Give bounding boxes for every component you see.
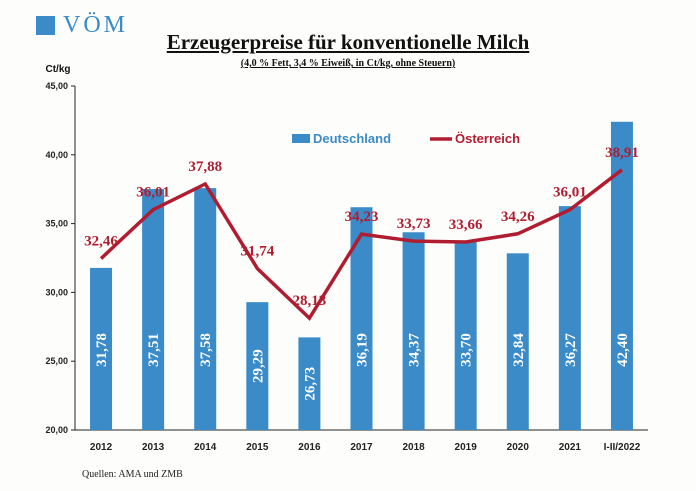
x-tick-label: 2013	[142, 442, 165, 453]
bar-value-label: 32,84	[511, 333, 527, 367]
line-value-label: 36,01	[553, 185, 587, 201]
line-value-label: 37,88	[188, 159, 222, 175]
chart-title: Erzeugerpreise für konventionelle Milch	[166, 30, 530, 54]
bar-deutschland	[558, 206, 581, 430]
x-tick-label: 2018	[402, 442, 425, 453]
bar-value-label: 29,29	[250, 349, 266, 383]
x-tick-label: 2020	[507, 442, 530, 453]
y-tick-label: 40,00	[45, 150, 68, 160]
bar-value-label: 37,51	[146, 333, 162, 367]
bar-deutschland	[194, 188, 217, 430]
bar-deutschland	[610, 121, 633, 430]
bar-deutschland	[142, 189, 165, 430]
x-tick-label: 2012	[90, 442, 113, 453]
y-tick-label: 25,00	[45, 356, 68, 366]
line-value-label: 34,23	[345, 209, 379, 225]
legend-swatch-deutschland	[292, 134, 310, 143]
bar-value-label: 31,78	[94, 333, 110, 367]
legend-label-oesterreich: Österreich	[455, 131, 520, 146]
line-value-label: 38,91	[605, 145, 639, 161]
line-value-label: 31,74	[240, 243, 274, 259]
legend-label-deutschland: Deutschland	[313, 131, 391, 146]
bar-deutschland	[350, 207, 373, 430]
chart-subtitle: (4,0 % Fett, 3,4 % Eiweiß, in Ct/kg, ohn…	[240, 58, 456, 69]
bar-value-label: 36,19	[355, 333, 371, 367]
bar-value-label: 33,70	[459, 333, 475, 367]
y-tick-label: 45,00	[45, 81, 68, 91]
bar-value-label: 42,40	[615, 333, 631, 367]
line-oesterreich	[99, 168, 624, 321]
y-tick-label: 30,00	[45, 287, 68, 297]
logo-square-icon	[36, 16, 55, 35]
y-tick-label: 35,00	[45, 219, 68, 229]
bar-deutschland	[246, 302, 269, 430]
y-axis-label: Ct/kg	[46, 64, 71, 75]
x-tick-label: 2021	[559, 442, 582, 453]
bar-value-label: 37,58	[198, 333, 214, 367]
line-value-label: 33,73	[397, 216, 431, 232]
line-value-label: 32,46	[84, 234, 118, 250]
x-tick-label: 2019	[455, 442, 478, 453]
line-value-label: 34,26	[501, 209, 535, 225]
bar-value-label: 26,73	[302, 367, 318, 401]
x-tick-label: 2016	[298, 442, 321, 453]
x-tick-label: 2017	[350, 442, 373, 453]
logo-text: VÖM	[63, 12, 129, 38]
bar-deutschland	[402, 232, 425, 430]
bar-deutschland	[298, 337, 321, 430]
x-tick-label: 2014	[194, 442, 217, 453]
bar-value-label: 36,27	[563, 333, 579, 367]
bar-deutschland	[90, 267, 113, 430]
logo: VÖM	[36, 12, 128, 39]
line-value-label: 33,66	[449, 217, 483, 233]
line-value-label: 36,01	[136, 185, 170, 201]
bar-deutschland	[454, 241, 477, 430]
bar-deutschland	[506, 253, 529, 430]
source-note: Quellen: AMA und ZMB	[82, 469, 183, 480]
line-value-label: 28,13	[293, 293, 327, 309]
y-tick-label: 20,00	[45, 425, 68, 435]
x-tick-label: I-II/2022	[604, 442, 641, 453]
bar-value-label: 34,37	[407, 333, 423, 367]
x-tick-label: 2015	[246, 442, 269, 453]
